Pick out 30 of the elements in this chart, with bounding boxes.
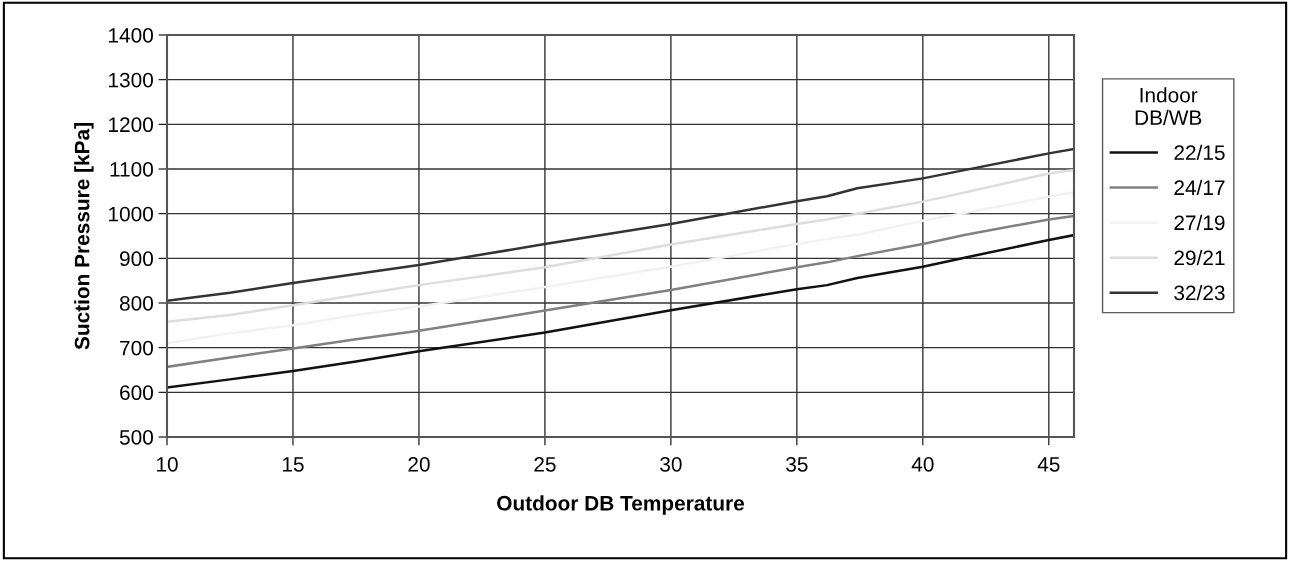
legend-label: 29/21 — [1174, 249, 1225, 266]
y-tick-label: 1000 — [109, 206, 153, 222]
y-tick-label: 1400 — [109, 28, 153, 43]
line-series — [167, 168, 1074, 324]
y-tick-label: 900 — [120, 251, 153, 267]
y-tick-label: 700 — [120, 340, 153, 356]
legend-title: Indoor DB/WB — [1135, 87, 1202, 125]
y-tick-label: 800 — [119, 296, 153, 311]
x-tick-label: 45 — [1037, 457, 1060, 472]
x-tick-label: 35 — [786, 456, 808, 472]
x-tick-label: 30 — [660, 456, 682, 472]
x-tick-label: 40 — [911, 456, 934, 472]
y-tick-label: 600 — [120, 385, 153, 401]
y-tick-label: 1100 — [110, 162, 153, 177]
line-series — [167, 214, 1074, 369]
y-tick-label: 1300 — [109, 72, 153, 88]
y-tick-label: 1200 — [109, 117, 153, 133]
line-series — [167, 233, 1074, 389]
x-tick-label: 15 — [282, 457, 304, 472]
legend-label: 27/19 — [1174, 214, 1225, 231]
line-series — [167, 190, 1074, 345]
x-axis-title: Outdoor DB Temperature — [497, 495, 745, 515]
x-tick-label: 10 — [157, 456, 178, 472]
x-tick-label: 25 — [534, 456, 556, 472]
y-tick-label: 500 — [119, 430, 153, 445]
legend-label: 24/17 — [1174, 179, 1225, 196]
x-tick-label: 20 — [408, 456, 430, 472]
y-axis-title: Suction Pressure [kPa] — [74, 123, 94, 350]
legend-label: 22/15 — [1174, 144, 1225, 161]
legend-label: 32/23 — [1174, 284, 1225, 301]
